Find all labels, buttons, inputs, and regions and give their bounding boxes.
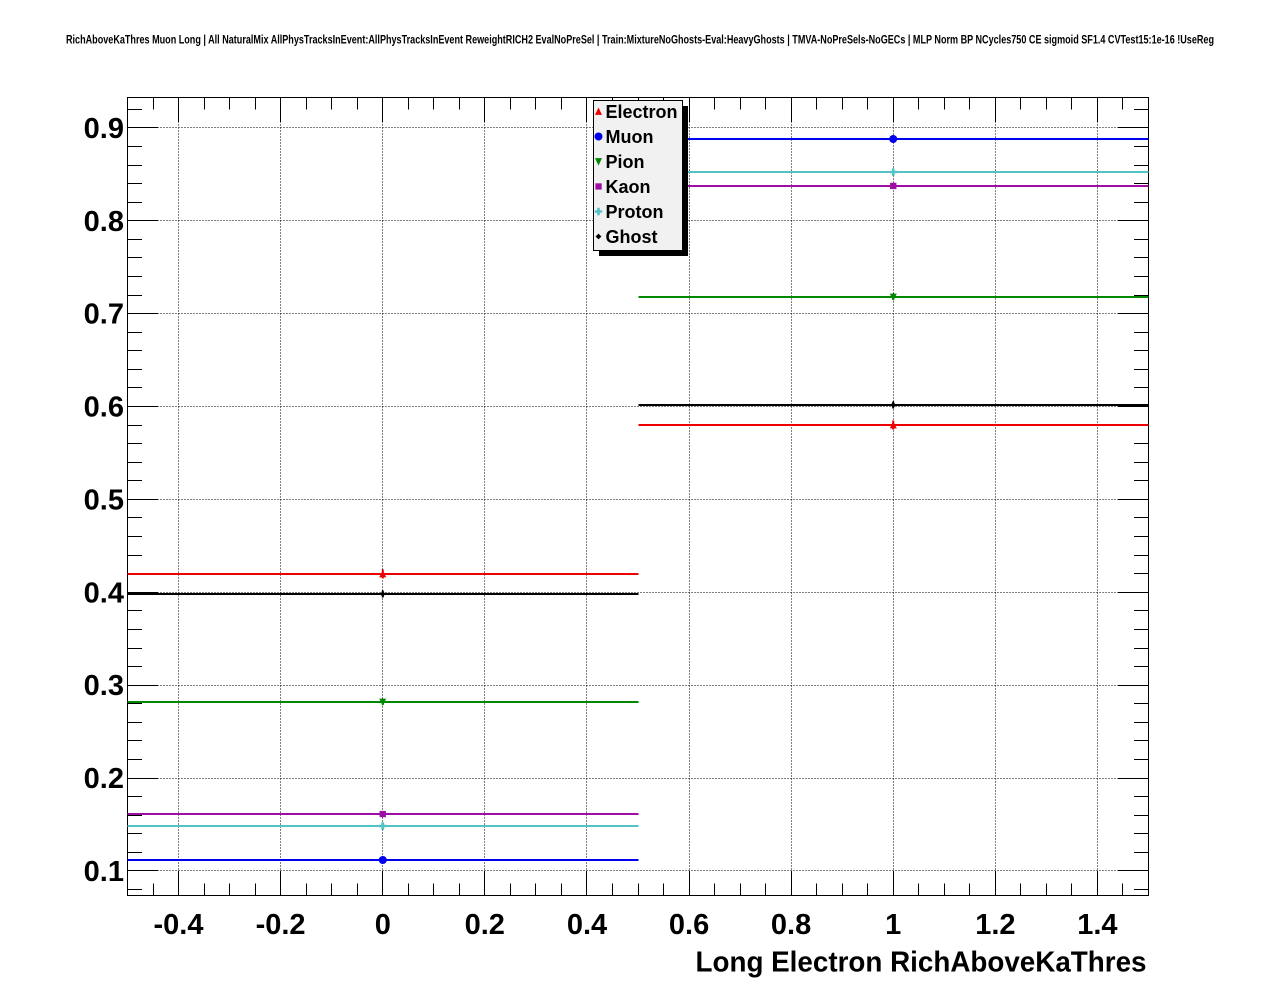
svg-text:0.4: 0.4	[84, 577, 124, 609]
svg-text:Muon: Muon	[606, 127, 654, 147]
svg-text:RichAboveKaThres Muon Long | A: RichAboveKaThres Muon Long | All Natural…	[66, 33, 1214, 47]
svg-text:1.4: 1.4	[1077, 909, 1117, 941]
svg-text:0.7: 0.7	[84, 299, 124, 331]
svg-text:Pion: Pion	[606, 152, 645, 172]
svg-text:0.3: 0.3	[84, 670, 124, 702]
svg-text:0: 0	[375, 909, 391, 941]
svg-text:1: 1	[885, 909, 901, 941]
svg-text:-0.2: -0.2	[256, 909, 306, 941]
svg-text:0.6: 0.6	[669, 909, 709, 941]
svg-text:0.8: 0.8	[84, 206, 124, 238]
svg-text:0.1: 0.1	[84, 856, 124, 888]
svg-text:Kaon: Kaon	[606, 177, 651, 197]
svg-text:0.5: 0.5	[84, 484, 124, 516]
svg-text:-0.4: -0.4	[154, 909, 204, 941]
svg-text:1.2: 1.2	[975, 909, 1015, 941]
svg-text:0.2: 0.2	[84, 763, 124, 795]
svg-text:0.9: 0.9	[84, 113, 124, 145]
svg-text:0.8: 0.8	[771, 909, 811, 941]
svg-text:0.2: 0.2	[465, 909, 505, 941]
svg-text:Long Electron RichAboveKaThres: Long Electron RichAboveKaThres	[696, 947, 1147, 979]
svg-text:Ghost: Ghost	[606, 227, 658, 247]
svg-text:0.6: 0.6	[84, 392, 124, 424]
svg-text:Electron: Electron	[606, 102, 678, 122]
svg-text:0.4: 0.4	[567, 909, 607, 941]
svg-text:Proton: Proton	[606, 202, 664, 222]
